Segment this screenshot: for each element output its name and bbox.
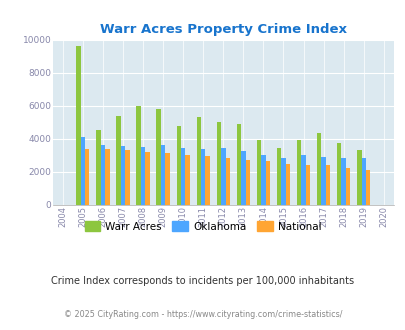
Bar xyxy=(181,148,185,205)
Bar xyxy=(141,147,145,205)
Bar xyxy=(96,130,100,205)
Bar xyxy=(116,116,121,205)
Bar xyxy=(285,163,290,205)
Bar xyxy=(360,158,365,205)
Bar xyxy=(265,161,269,205)
Bar xyxy=(236,124,241,205)
Bar xyxy=(305,164,309,205)
Bar xyxy=(85,148,89,205)
Bar xyxy=(341,158,345,205)
Bar xyxy=(365,170,369,205)
Bar xyxy=(325,165,329,205)
Legend: Warr Acres, Oklahoma, National: Warr Acres, Oklahoma, National xyxy=(80,217,325,236)
Text: © 2025 CityRating.com - https://www.cityrating.com/crime-statistics/: © 2025 CityRating.com - https://www.city… xyxy=(64,310,341,319)
Bar xyxy=(345,168,350,205)
Bar xyxy=(301,155,305,205)
Title: Warr Acres Property Crime Index: Warr Acres Property Crime Index xyxy=(100,23,346,36)
Bar xyxy=(156,109,160,205)
Bar xyxy=(281,157,285,205)
Bar xyxy=(256,140,260,205)
Bar xyxy=(336,143,341,205)
Bar xyxy=(296,140,301,205)
Bar xyxy=(160,145,165,205)
Bar xyxy=(200,149,205,205)
Bar xyxy=(276,148,281,205)
Bar xyxy=(76,46,81,205)
Bar xyxy=(136,106,141,205)
Text: Crime Index corresponds to incidents per 100,000 inhabitants: Crime Index corresponds to incidents per… xyxy=(51,276,354,286)
Bar xyxy=(185,155,189,205)
Bar xyxy=(165,152,169,205)
Bar xyxy=(356,150,360,205)
Bar xyxy=(125,150,129,205)
Bar xyxy=(105,149,109,205)
Bar xyxy=(176,126,181,205)
Bar xyxy=(260,155,265,205)
Bar xyxy=(221,148,225,205)
Bar xyxy=(321,157,325,205)
Bar xyxy=(196,117,200,205)
Bar xyxy=(316,133,321,205)
Bar xyxy=(245,160,249,205)
Bar xyxy=(225,158,229,205)
Bar xyxy=(205,156,209,205)
Bar xyxy=(100,145,105,205)
Bar xyxy=(145,152,149,205)
Bar xyxy=(81,137,85,205)
Bar xyxy=(121,147,125,205)
Bar xyxy=(241,151,245,205)
Bar xyxy=(216,122,221,205)
